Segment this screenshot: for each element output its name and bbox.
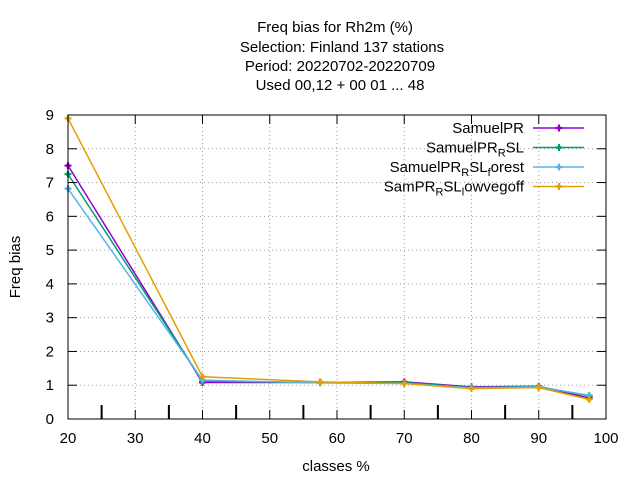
legend-label-part: SL: [443, 179, 461, 196]
legend-item-2: SamuelPRRSL: [426, 140, 584, 160]
data-point: [400, 380, 408, 388]
x-axis-label: classes %: [302, 458, 370, 475]
x-tick-label: 20: [60, 430, 77, 447]
legend-label-subscript: l: [462, 187, 464, 199]
legend-label-part: orest: [491, 159, 525, 176]
marker-dot: [536, 385, 541, 390]
y-tick-label: 5: [46, 242, 54, 259]
series-layer: [64, 114, 593, 403]
legend-marker: [555, 183, 563, 190]
x-tick-label: 50: [261, 430, 278, 447]
legend-label-part: SL: [469, 159, 487, 176]
marker-dot: [556, 125, 562, 131]
title-line-3: Period: 20220702-20220709: [245, 58, 435, 75]
y-tick-label: 7: [46, 175, 54, 192]
y-axis-label: Freq bias: [7, 236, 24, 299]
legend-label-part: owvegoff: [464, 179, 525, 196]
marker-dot: [556, 184, 562, 189]
legend-label-part: SamuelPR: [390, 159, 462, 176]
series-4: [64, 114, 593, 403]
legend-label-subscript: R: [498, 148, 506, 160]
legend-item-3: SamuelPRRSLforest: [390, 159, 584, 179]
data-point: [199, 373, 206, 381]
marker-dot: [317, 379, 323, 385]
series-1: [64, 162, 593, 402]
x-tick-label: 100: [593, 430, 618, 447]
y-tick-labels: 0 1 2 3 4 5 6 7 8 9: [46, 107, 54, 428]
legend-label-part: SamuelPR: [426, 140, 498, 157]
legend-label-subscript: R: [461, 167, 469, 179]
legend-marker: [555, 144, 563, 151]
legend-marker: [555, 163, 563, 171]
series-line: [67, 165, 590, 399]
legend-marker: [555, 124, 563, 132]
title-line-1: Freq bias for Rh2m (%): [257, 19, 413, 36]
y-tick-label: 8: [46, 141, 54, 158]
legend: SamuelPRSamuelPRRSLSamuelPRRSLforestSamP…: [384, 120, 584, 199]
marker-dot: [402, 381, 407, 386]
legend-item-1: SamuelPR: [452, 120, 584, 137]
chart-title: Freq bias for Rh2m (%) Selection: Finlan…: [240, 19, 444, 94]
y-tick-label: 2: [46, 343, 54, 360]
legend-label-part: SamuelPR: [452, 120, 524, 137]
marker-dot: [556, 164, 562, 170]
legend-label-subscript: R: [435, 187, 443, 199]
marker-dot: [200, 374, 205, 379]
y-tick-label: 3: [46, 310, 54, 327]
grid-lines: [68, 115, 606, 419]
y-tick-label: 1: [46, 377, 54, 394]
x-tick-label: 80: [463, 430, 480, 447]
legend-label: SamPRRSLlowvegoff: [384, 179, 525, 199]
x-tick-label: 30: [127, 430, 144, 447]
y-tick-label: 9: [46, 107, 54, 124]
x-tick-label: 40: [194, 430, 211, 447]
x-tick-labels: 20 30 40 50 60 70 80 90 100: [60, 430, 619, 447]
data-point: [535, 384, 543, 392]
series-line: [67, 173, 590, 397]
legend-label: SamuelPRRSLforest: [390, 159, 525, 179]
marker-dot: [556, 145, 562, 150]
legend-item-4: SamPRRSLlowvegoff: [384, 179, 584, 199]
y-tick-label: 4: [46, 276, 54, 293]
series-2: [64, 170, 593, 400]
marker-dot: [586, 393, 592, 398]
legend-label-part: SamPR: [384, 179, 436, 196]
data-point: [585, 395, 593, 403]
marker-dot: [469, 386, 474, 391]
title-line-4: Used 00,12 + 00 01 ... 48: [256, 77, 425, 94]
y-tick-label: 0: [46, 411, 54, 428]
legend-label: SamuelPR: [452, 120, 524, 137]
title-line-2: Selection: Finland 137 stations: [240, 39, 444, 56]
legend-label-subscript: f: [488, 167, 492, 179]
x-tick-label: 90: [530, 430, 547, 447]
data-point: [316, 378, 324, 386]
x-tick-label: 60: [329, 430, 346, 447]
legend-label-part: SL: [506, 140, 524, 157]
x-tick-label: 70: [396, 430, 413, 447]
axis-ticks: [67, 114, 607, 420]
data-point: [468, 385, 475, 393]
legend-label: SamuelPRRSL: [426, 140, 524, 160]
marker-dot: [586, 397, 592, 402]
y-tick-label: 6: [46, 208, 54, 225]
